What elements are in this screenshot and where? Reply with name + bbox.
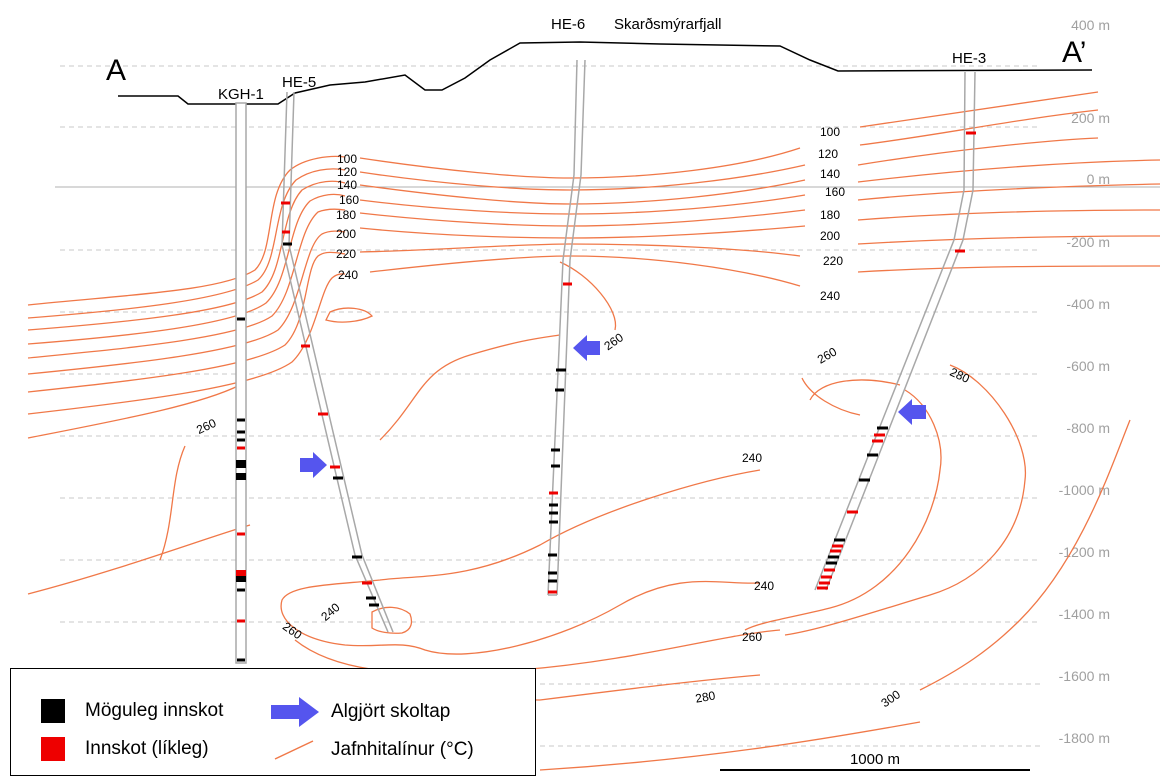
depth-tick: -400 m — [1066, 296, 1110, 312]
isotherm-label: 240 — [318, 600, 343, 624]
isotherm-label: 280 — [694, 688, 716, 705]
isotherm-label: 260 — [194, 416, 218, 437]
well-he-6 — [547, 59, 586, 596]
wells — [235, 59, 976, 664]
depth-tick: -1000 m — [1059, 482, 1110, 498]
isotherm-line-icon — [274, 740, 314, 760]
isotherm-label: 260 — [280, 619, 305, 642]
legend-item-isotherms: Jafnhitalínur (°C) — [269, 735, 474, 765]
isotherm-label: 240 — [338, 268, 358, 282]
section-end-label: A’ — [1062, 36, 1086, 69]
depth-tick: 0 m — [1087, 171, 1110, 187]
loss-arrow-he-3 — [898, 399, 926, 425]
depth-tick: -1600 m — [1059, 668, 1110, 684]
he-6-feedzones — [548, 282, 572, 594]
depth-axis: 400 m 200 m 0 m -200 m -400 m -600 m -80… — [1059, 17, 1110, 746]
depth-tick: -800 m — [1066, 420, 1110, 436]
section-start-label: A — [106, 54, 126, 87]
legend-item-loss: Algjört skoltap — [269, 697, 450, 727]
loss-arrow-he-6 — [573, 335, 600, 361]
isotherm-label: 180 — [820, 208, 840, 222]
depth-tick: -600 m — [1066, 358, 1110, 374]
isotherm-lines — [27, 91, 1161, 771]
isotherm-label: 160 — [825, 185, 845, 199]
isotherm-label: 260 — [601, 330, 626, 353]
isotherm-label: 280 — [948, 365, 972, 386]
scale-bar-label: 1000 m — [850, 751, 900, 768]
likely-feedzone-swatch — [41, 737, 65, 761]
well-he-5 — [281, 91, 394, 633]
isotherm-label: 200 — [336, 227, 356, 241]
possible-feedzone-swatch — [41, 699, 65, 723]
scale-bar: 1000 m — [720, 751, 1030, 771]
isotherm-label: 240 — [754, 579, 774, 593]
depth-tick: -200 m — [1066, 234, 1110, 250]
depth-tick: -1800 m — [1059, 730, 1110, 746]
isotherm-label: 140 — [337, 178, 357, 192]
isotherm-label: 300 — [878, 687, 903, 710]
labels: A A’ Skarðsmýrarfjall KGH-1 HE-5 HE-6 HE… — [106, 16, 1086, 103]
he-3-feedzones — [817, 131, 976, 590]
legend: Möguleg innskot Innskot (líkleg) Algjört… — [10, 668, 536, 776]
isotherm-label: 240 — [742, 451, 762, 465]
legend-label-possible: Möguleg innskot — [85, 700, 224, 721]
isotherm-label: 240 — [820, 289, 840, 303]
legend-label-isotherms: Jafnhitalínur (°C) — [331, 739, 474, 760]
blue-arrow-icon — [271, 697, 319, 727]
kgh-1-feedzones — [236, 317, 246, 662]
well-label-he-5: HE-5 — [282, 74, 316, 91]
isotherm-label: 120 — [337, 165, 357, 179]
isotherm-label: 260 — [815, 344, 840, 366]
isotherm-label: 180 — [336, 208, 356, 222]
depth-tick: -1400 m — [1059, 606, 1110, 622]
well-label-he-3: HE-3 — [952, 50, 986, 67]
legend-item-possible: Möguleg innskot — [41, 699, 223, 723]
loss-arrow-he-5 — [300, 452, 327, 478]
depth-tick: 400 m — [1071, 17, 1110, 33]
legend-label-loss: Algjört skoltap — [331, 701, 451, 722]
well-he-3 — [814, 71, 976, 591]
well-label-he-6: HE-6 — [551, 16, 585, 33]
isotherm-label: 120 — [818, 147, 838, 161]
isotherm-label: 160 — [339, 193, 359, 207]
topography-profile — [118, 41, 1093, 105]
well-label-kgh-1: KGH-1 — [218, 86, 264, 103]
isotherm-label: 200 — [820, 229, 840, 243]
mountain-label: Skarðsmýrarfjall — [614, 16, 722, 33]
feedzone-markers — [236, 131, 976, 662]
depth-gridlines — [60, 65, 1040, 747]
isotherm-label: 140 — [820, 167, 840, 181]
well-kgh-1 — [235, 102, 247, 664]
he-5-feedzones — [281, 201, 379, 607]
circulation-loss-arrows — [300, 335, 926, 478]
legend-label-likely: Innskot (líkleg) — [85, 738, 209, 759]
isotherm-label: 260 — [742, 630, 762, 644]
depth-tick: -1200 m — [1059, 544, 1110, 560]
legend-item-likely: Innskot (líkleg) — [41, 737, 209, 761]
isotherm-label: 220 — [823, 254, 843, 268]
depth-tick: 200 m — [1071, 110, 1110, 126]
isotherm-label: 100 — [337, 152, 357, 166]
isotherm-label: 220 — [336, 247, 356, 261]
isotherm-label: 100 — [820, 125, 840, 139]
